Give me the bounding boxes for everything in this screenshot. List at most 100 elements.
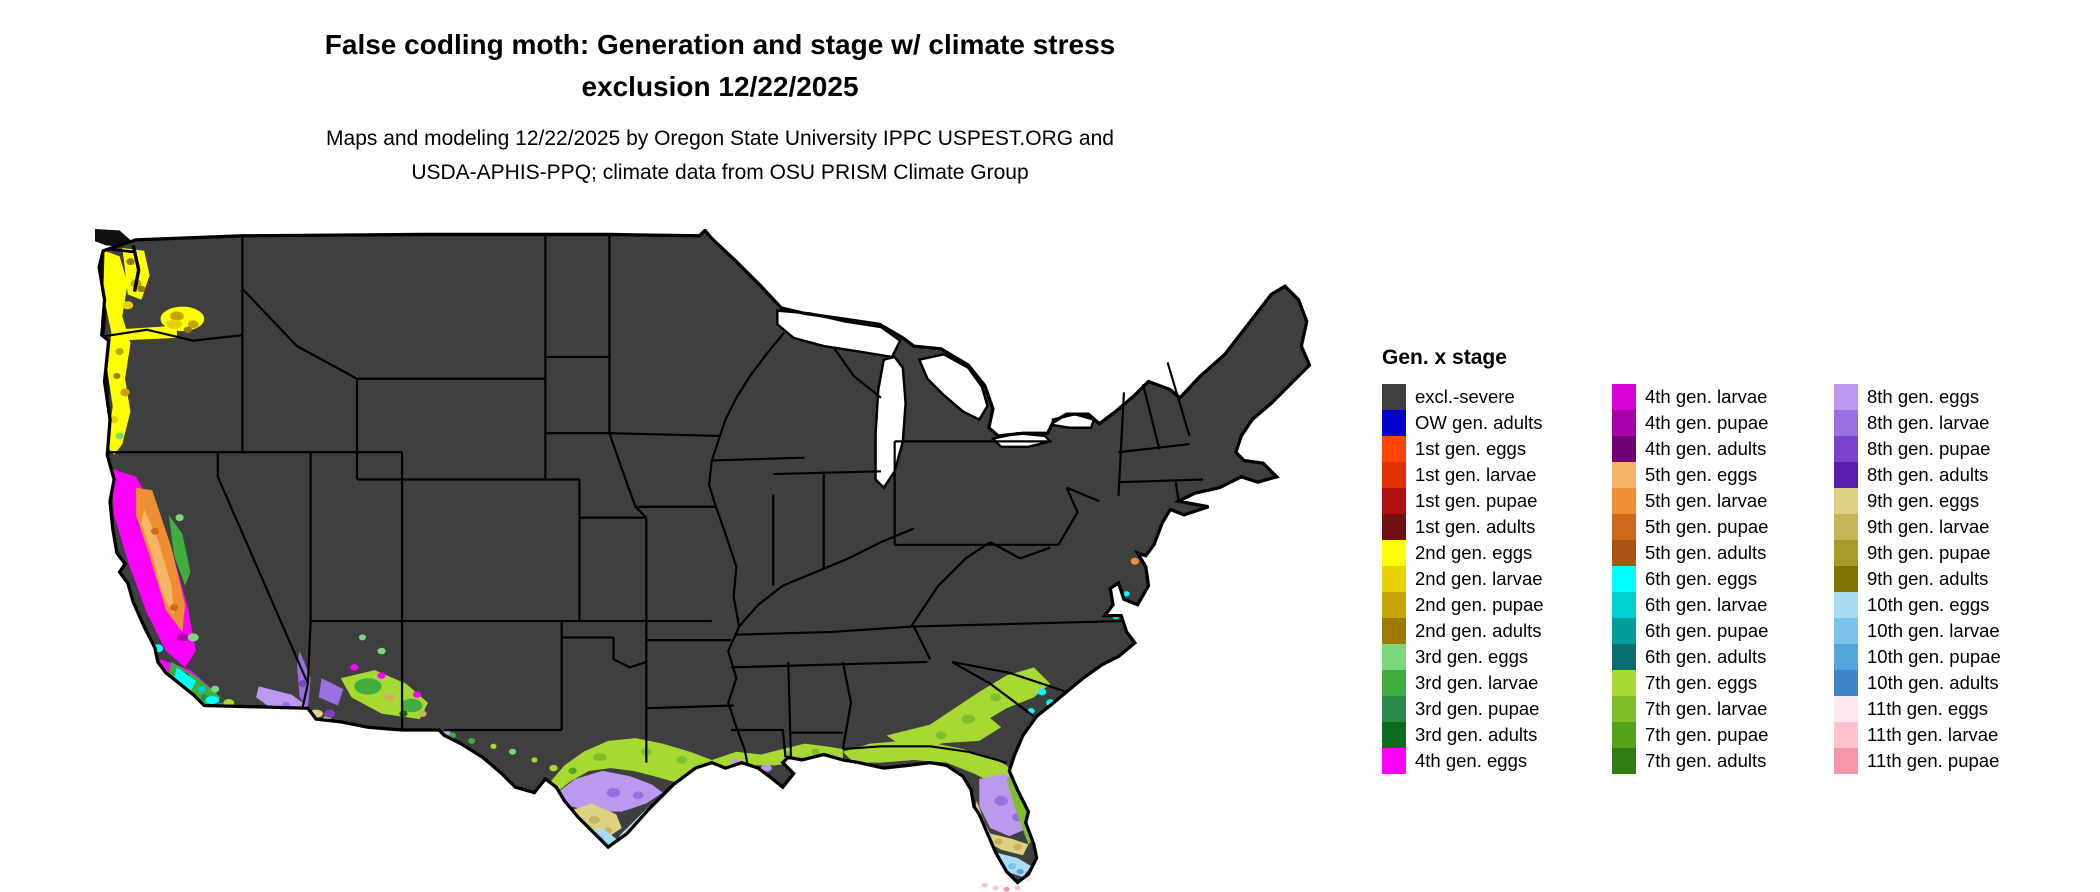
legend-entry-label: 7th gen. larvae [1645,698,1768,719]
legend-color-swatch [1612,618,1636,644]
legend-entry-label: 6th gen. eggs [1645,568,1758,589]
legend: Gen. x stage excl.-severe OW gen. adults 1… [1382,346,2001,774]
legend-color-swatch [1834,436,1858,462]
legend-entry: 3rd gen. pupae [1382,696,1612,722]
legend-color-swatch [1612,644,1636,670]
legend-entry-label: 5th gen. eggs [1645,464,1758,485]
legend-entry: 4th gen. adults [1612,436,1834,462]
legend-entry-label: 2nd gen. adults [1415,620,1542,641]
legend-entry-label: 8th gen. larvae [1867,412,1990,433]
legend-entry: 6th gen. adults [1612,644,1834,670]
legend-columns: excl.-severe OW gen. adults 1st gen. eggs 1… [1382,384,2001,774]
legend-entry: 2nd gen. eggs [1382,540,1612,566]
legend-color-swatch [1834,722,1858,748]
legend-entry: 3rd gen. larvae [1382,670,1612,696]
legend-entry: excl.-severe [1382,384,1612,410]
legend-color-swatch [1612,384,1636,410]
legend-entry-label: 10th gen. adults [1867,672,1999,693]
legend-entry-label: 6th gen. larvae [1645,594,1768,615]
legend-entry-label: 10th gen. pupae [1867,646,2001,667]
legend-entry: 1st gen. eggs [1382,436,1612,462]
legend-entry-label: 9th gen. eggs [1867,490,1980,511]
legend-color-swatch [1612,514,1636,540]
legend-entry-label: 1st gen. larvae [1415,464,1537,485]
state-borders [101,234,1204,764]
legend-entry: 7th gen. pupae [1612,722,1834,748]
legend-color-swatch [1834,670,1858,696]
legend-color-swatch [1612,748,1636,774]
legend-entry: 4th gen. pupae [1612,410,1834,436]
legend-color-swatch [1834,384,1858,410]
attribution-line2: USDA-APHIS-PPQ; climate data from OSU PR… [411,161,1029,184]
legend-entry-label: 3rd gen. eggs [1415,646,1529,667]
legend-entry: 2nd gen. adults [1382,618,1612,644]
legend-color-swatch [1382,644,1406,670]
legend-entry-label: 10th gen. eggs [1867,594,1990,615]
map-region-california [111,468,332,723]
legend-color-swatch [1834,618,1858,644]
legend-entry: 3rd gen. eggs [1382,644,1612,670]
legend-entry-label: 9th gen. larvae [1867,516,1990,537]
florida-keys [981,877,1032,892]
legend-entry-label: 11th gen. eggs [1867,698,1989,719]
legend-entry-label: 5th gen. larvae [1645,490,1768,511]
legend-color-swatch [1834,566,1858,592]
legend-entry-label: 2nd gen. eggs [1415,542,1533,563]
legend-entry: 11th gen. eggs [1834,696,2001,722]
legend-entry-label: 4th gen. adults [1645,438,1767,459]
legend-entry-label: 1st gen. eggs [1415,438,1527,459]
legend-entry: 11th gen. pupae [1834,748,2001,774]
legend-color-swatch [1612,462,1636,488]
legend-entry: 8th gen. larvae [1834,410,2001,436]
legend-color-swatch [1834,592,1858,618]
legend-color-swatch [1612,722,1636,748]
legend-entry-label: OW gen. adults [1415,412,1543,433]
legend-entry-label: 2nd gen. pupae [1415,594,1544,615]
legend-entry-label: 3rd gen. adults [1415,724,1538,745]
legend-entry: 9th gen. adults [1834,566,2001,592]
legend-color-swatch [1382,436,1406,462]
legend-color-swatch [1382,514,1406,540]
legend-entry-label: 7th gen. pupae [1645,724,1769,745]
legend-entry: 6th gen. larvae [1612,592,1834,618]
legend-entry-label: 8th gen. pupae [1867,438,1991,459]
legend-color-swatch [1834,748,1858,774]
legend-entry-label: 3rd gen. pupae [1415,698,1540,719]
legend-entry: 10th gen. adults [1834,670,2001,696]
legend-entry-label: 9th gen. pupae [1867,542,1991,563]
legend-entry: 8th gen. eggs [1834,384,2001,410]
legend-color-swatch [1612,488,1636,514]
legend-color-swatch [1834,514,1858,540]
legend-color-swatch [1612,592,1636,618]
legend-entry-label: 11th gen. pupae [1867,750,2000,771]
legend-entry-label: 8th gen. eggs [1867,386,1980,407]
legend-entry: 9th gen. eggs [1834,488,2001,514]
legend-column-3: 8th gen. eggs 8th gen. larvae 8th gen. pup… [1834,384,2001,774]
title-block: False codling moth: Generation and stage… [0,24,1440,190]
legend-entry: 5th gen. larvae [1612,488,1834,514]
legend-entry-label: 2nd gen. larvae [1415,568,1543,589]
legend-entry-label: 6th gen. pupae [1645,620,1769,641]
legend-entry-label: 5th gen. pupae [1645,516,1769,537]
legend-entry: 10th gen. eggs [1834,592,2001,618]
legend-entry: 9th gen. pupae [1834,540,2001,566]
legend-color-swatch [1834,540,1858,566]
legend-entry: OW gen. adults [1382,410,1612,436]
legend-entry: 8th gen. pupae [1834,436,2001,462]
attribution-text: Maps and modeling 12/22/2025 by Oregon S… [0,122,1440,190]
legend-entry: 3rd gen. adults [1382,722,1612,748]
page-title: False codling moth: Generation and stage… [0,24,1440,108]
legend-color-swatch [1382,384,1406,410]
legend-entry: 11th gen. larvae [1834,722,2001,748]
legend-entry-label: excl.-severe [1415,386,1515,407]
legend-color-swatch [1612,436,1636,462]
us-map-svg [95,229,1312,892]
legend-entry-label: 9th gen. adults [1867,568,1989,589]
legend-entry-label: 1st gen. pupae [1415,490,1538,511]
legend-color-swatch [1834,410,1858,436]
legend-color-swatch [1834,488,1858,514]
legend-color-swatch [1382,670,1406,696]
legend-color-swatch [1382,748,1406,774]
legend-color-swatch [1382,488,1406,514]
legend-entry-label: 4th gen. eggs [1415,750,1528,771]
